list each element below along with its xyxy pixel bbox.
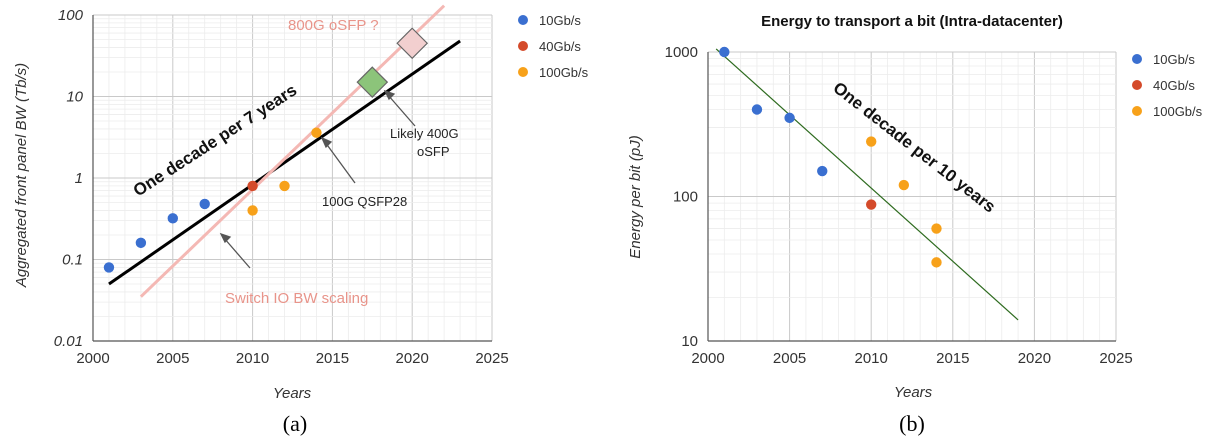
chart-b-x-tick-label: 2020 — [1018, 350, 1051, 367]
chart-b-point — [931, 257, 942, 268]
chart-b-point — [817, 165, 828, 177]
chart-a-x-tick-label: 2020 — [396, 350, 429, 367]
chart-a-y-tick-label: 10 — [66, 89, 83, 106]
chart-a-ylabel: Aggregated front panel BW (Tb/s) — [13, 63, 30, 288]
chart-b-legend-label: 10Gb/s — [1153, 52, 1195, 67]
chart-b-trend-line — [715, 48, 1019, 321]
chart-a-trend-label-pink: Switch IO BW scaling — [225, 290, 368, 307]
chart-b-ticks: 2000 2005 2010 2015 2020 2025 10 100 1000 — [665, 44, 1133, 367]
svg-text:Likely 400G: Likely 400G — [390, 126, 459, 141]
chart-a-grid — [92, 14, 493, 342]
chart-b-x-tick-label: 2025 — [1099, 350, 1132, 367]
chart-b-legend-label: 40Gb/s — [1153, 78, 1195, 93]
chart-a-ticks: 2000 2005 2010 2015 2020 2025 0.01 0.1 1 10 100 — [54, 7, 509, 367]
chart-b-point — [898, 179, 910, 191]
chart-a-marker-label-800g: 800G oSFP ? — [288, 17, 379, 34]
chart-a-panel-label: (a) — [283, 411, 307, 436]
chart-b-point — [719, 46, 730, 58]
chart-a-legend: 10Gb/s 40Gb/s 100Gb/s — [518, 13, 589, 80]
chart-a-point — [167, 213, 178, 224]
chart-a-legend-label: 100Gb/s — [539, 65, 589, 80]
chart-a-y-tick-label: 1 — [75, 170, 83, 187]
chart-a-y-tick-label: 100 — [58, 7, 84, 24]
chart-b-x-tick-label: 2010 — [855, 350, 888, 367]
chart-b-point — [751, 104, 763, 115]
chart-b-x-tick-label: 2015 — [936, 350, 969, 367]
chart-b-y-tick-label: 100 — [673, 189, 698, 206]
chart-b-point — [931, 223, 942, 234]
chart-a-x-tick-label: 2000 — [76, 350, 109, 367]
chart-a-point — [311, 127, 322, 138]
chart-a-point — [199, 198, 210, 210]
chart-b-title: Energy to transport a bit (Intra-datacen… — [761, 13, 1063, 30]
chart-b-point — [784, 112, 795, 124]
chart-b-panel-label: (b) — [899, 411, 925, 436]
chart-a-xlabel: Years — [273, 385, 312, 402]
chart-b-legend-label: 100Gb/s — [1153, 104, 1203, 119]
chart-a-diamond-marker — [396, 27, 429, 60]
chart-a-point — [247, 205, 258, 216]
chart-b-y-tick-label: 1000 — [665, 44, 698, 61]
chart-a-x-tick-label: 2005 — [156, 350, 189, 367]
chart-b-points — [719, 46, 942, 268]
chart-a-legend-swatch — [518, 41, 528, 51]
chart-b-legend-swatch — [1132, 80, 1142, 90]
chart-b-ylabel: Energy per bit (pJ) — [627, 135, 644, 258]
chart-a-legend-label: 40Gb/s — [539, 39, 581, 54]
chart-b-grid — [707, 51, 1117, 342]
chart-a-marker-label-400g: Likely 400G oSFP — [390, 126, 459, 159]
chart-b-trend-lines — [715, 48, 1019, 321]
chart-a-x-tick-label: 2010 — [236, 350, 269, 367]
chart-a-trend-label-black: One decade per 7 years — [130, 80, 300, 200]
chart-a-point — [279, 180, 290, 192]
chart-a-points — [103, 127, 322, 273]
chart-b-x-tick-label: 2000 — [691, 350, 724, 367]
chart-b-xlabel: Years — [894, 384, 933, 401]
chart-a-y-tick-label: 0.1 — [62, 252, 83, 269]
chart-a-x-tick-label: 2015 — [316, 350, 349, 367]
chart-b-x-tick-label: 2005 — [773, 350, 806, 367]
chart-a-point — [135, 237, 147, 249]
chart-a-x-tick-label: 2025 — [475, 350, 508, 367]
chart-a-point — [103, 262, 115, 273]
chart-b-legend-swatch — [1132, 106, 1142, 116]
chart-a-diamond-marker — [356, 66, 389, 98]
chart-a-point — [247, 180, 258, 192]
chart-b-legend-swatch — [1132, 54, 1142, 64]
chart-a-arrows — [219, 89, 416, 269]
chart-a-markers — [356, 27, 429, 98]
chart-a: 2000 2005 2010 2015 2020 2025 0.01 0.1 1 10 100 10… — [13, 4, 589, 436]
chart-b-y-tick-label: 10 — [681, 333, 698, 350]
chart-a-annotation-100g: 100G QSFP28 — [322, 194, 407, 209]
chart-a-trend-line — [139, 4, 446, 298]
chart-a-y-tick-label: 0.01 — [54, 333, 83, 350]
chart-b-legend: 10Gb/s 40Gb/s 100Gb/s — [1132, 52, 1203, 119]
chart-b: Energy to transport a bit (Intra-datacen… — [627, 13, 1203, 436]
chart-b-point — [866, 199, 877, 210]
chart-a-legend-swatch — [518, 67, 528, 77]
chart-a-legend-label: 10Gb/s — [539, 13, 581, 28]
chart-a-legend-swatch — [518, 15, 528, 25]
chart-b-point — [866, 136, 877, 147]
chart-a-trend-line — [108, 39, 461, 286]
chart-a-trend-lines — [108, 4, 461, 298]
svg-text:oSFP: oSFP — [417, 144, 450, 159]
